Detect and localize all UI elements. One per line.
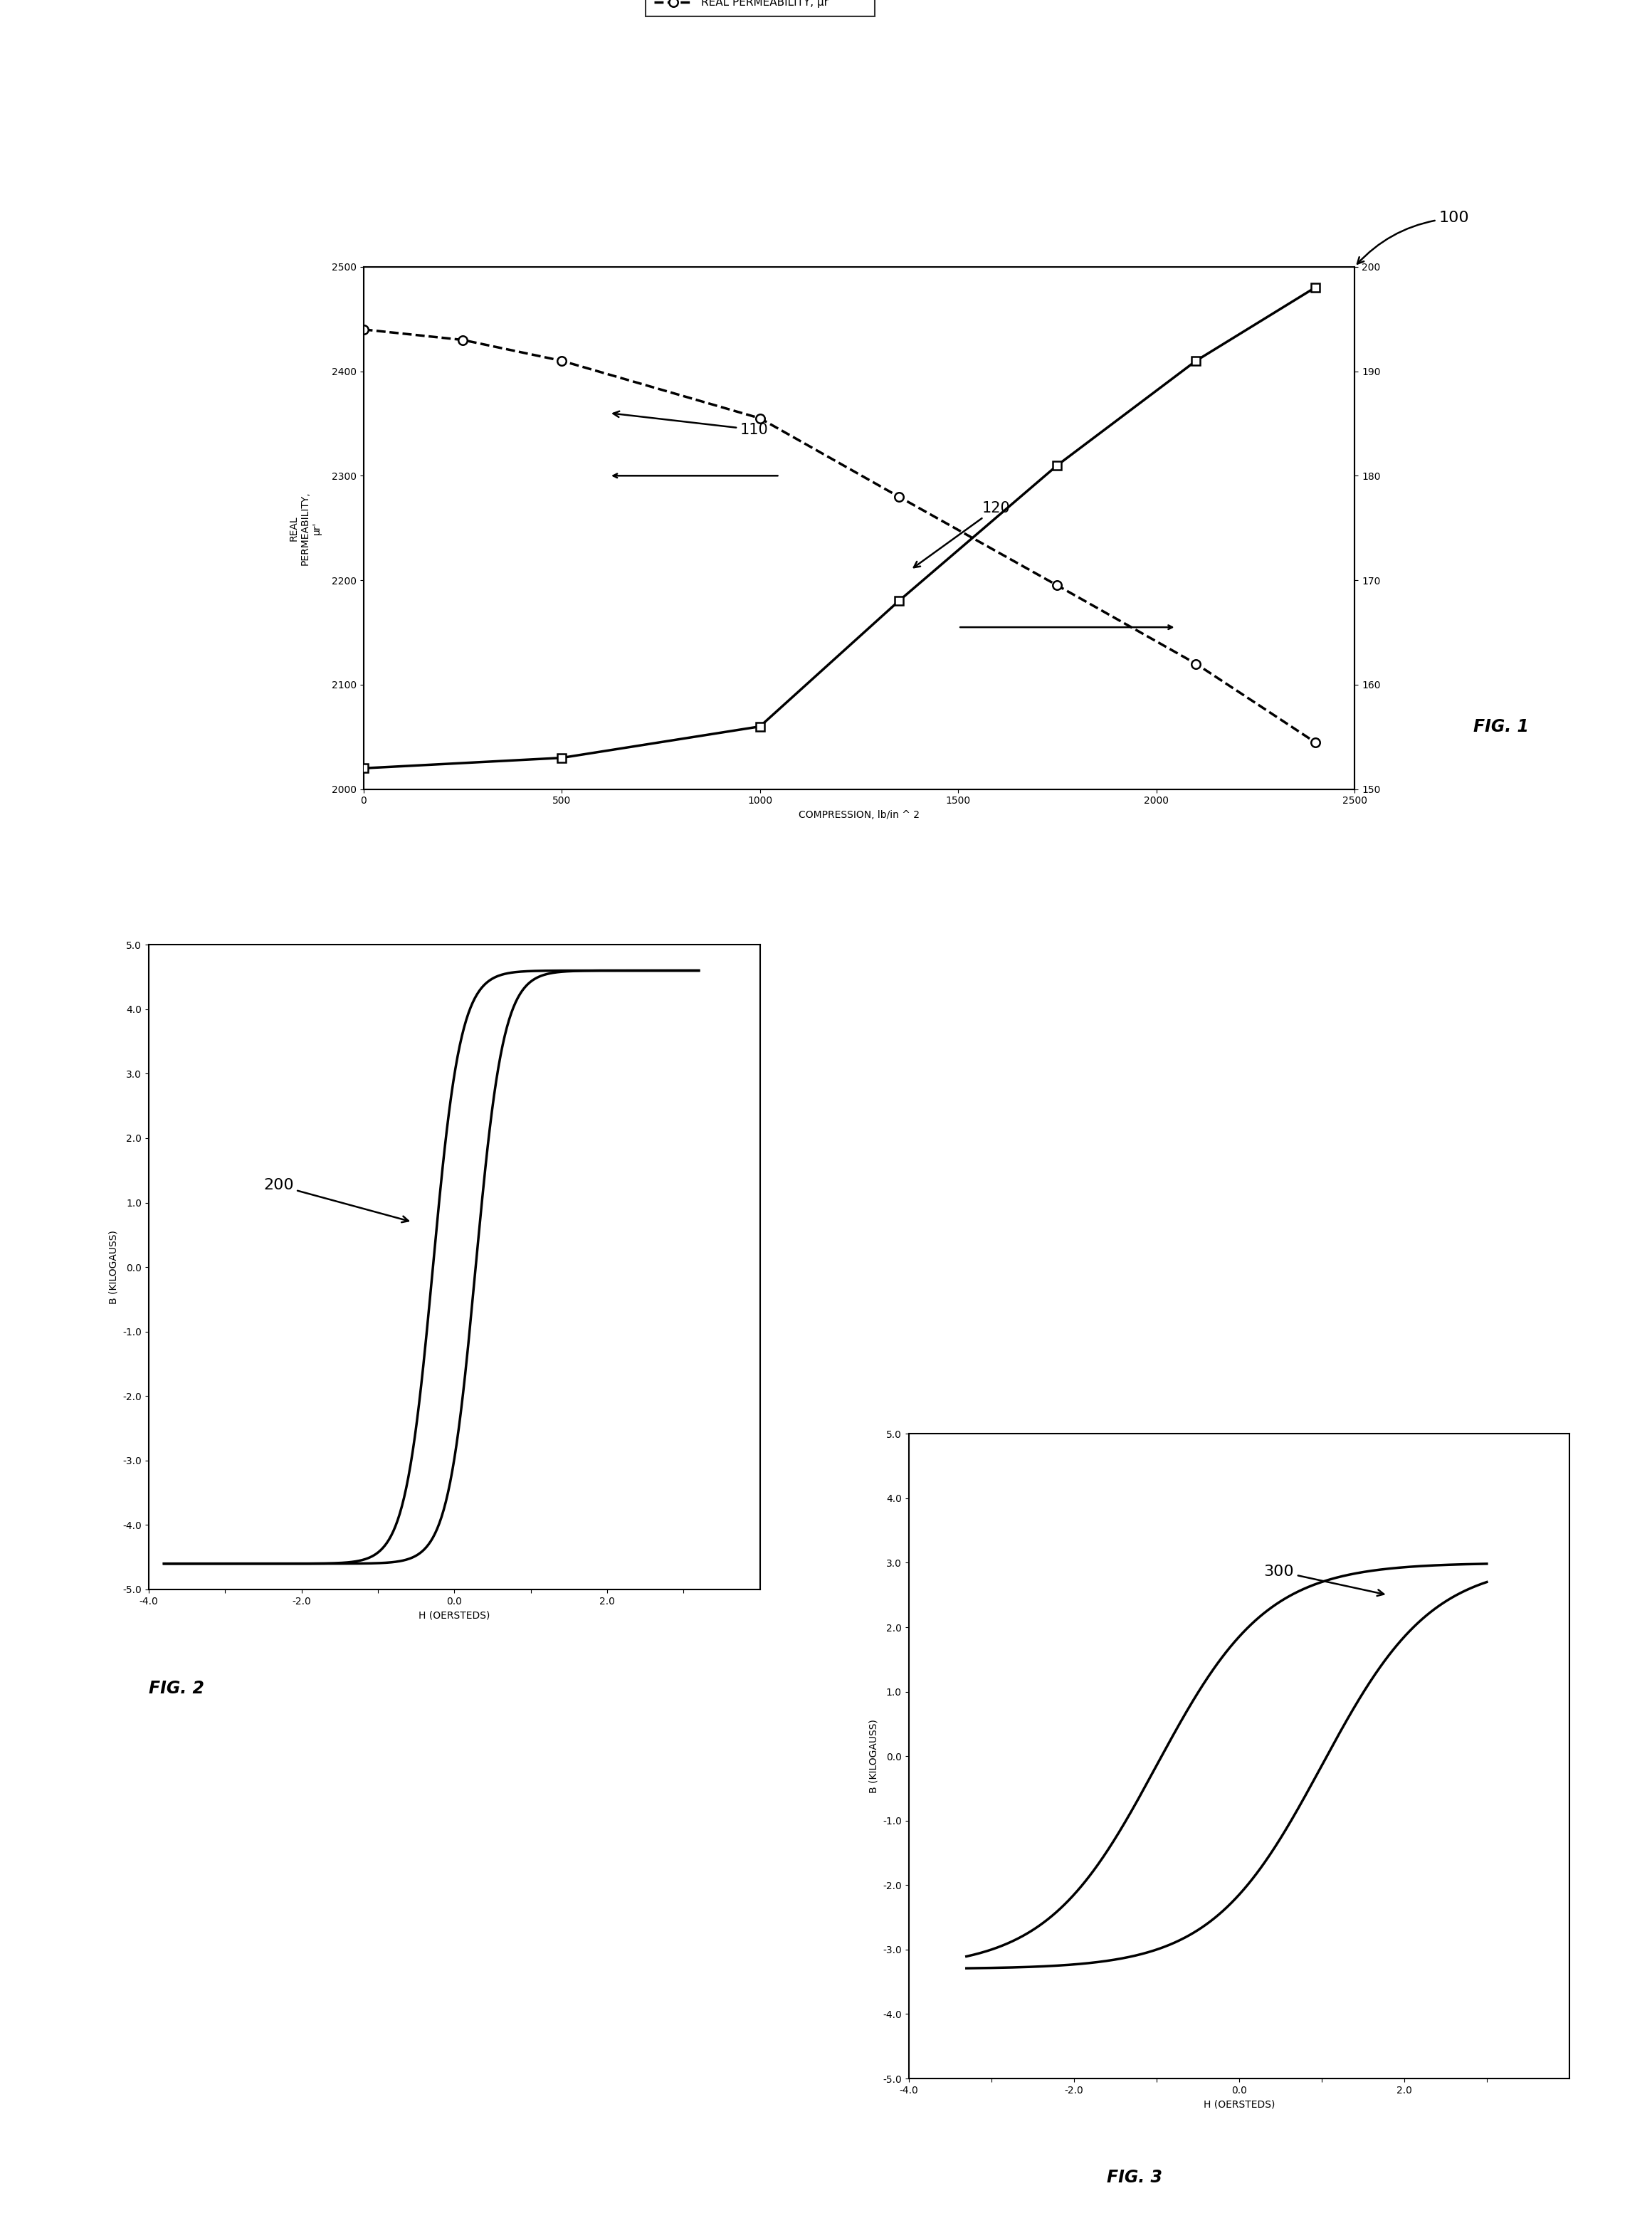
Text: 120: 120: [914, 500, 1011, 567]
Text: FIG. 2: FIG. 2: [149, 1681, 205, 1696]
Text: FIG. 3: FIG. 3: [1107, 2170, 1163, 2185]
Y-axis label: B (KILOGAUSS): B (KILOGAUSS): [109, 1229, 119, 1305]
Y-axis label: B (KILOGAUSS): B (KILOGAUSS): [869, 1718, 879, 1794]
X-axis label: H (OERSTEDS): H (OERSTEDS): [1203, 2099, 1275, 2110]
Text: 110: 110: [613, 411, 768, 436]
X-axis label: COMPRESSION, lb/in ^ 2: COMPRESSION, lb/in ^ 2: [798, 809, 920, 820]
Text: 200: 200: [263, 1178, 408, 1223]
Text: 300: 300: [1264, 1565, 1384, 1596]
Y-axis label: REAL
PERMEABILITY,
μr': REAL PERMEABILITY, μr': [289, 491, 322, 565]
Text: FIG. 1: FIG. 1: [1474, 718, 1530, 736]
Legend: IMAGINARY PERMEABILITY, μr", REAL PERMEABILITY, μr': IMAGINARY PERMEABILITY, μr", REAL PERMEA…: [646, 0, 874, 16]
Text: 100: 100: [1358, 211, 1469, 265]
X-axis label: H (OERSTEDS): H (OERSTEDS): [418, 1609, 491, 1621]
